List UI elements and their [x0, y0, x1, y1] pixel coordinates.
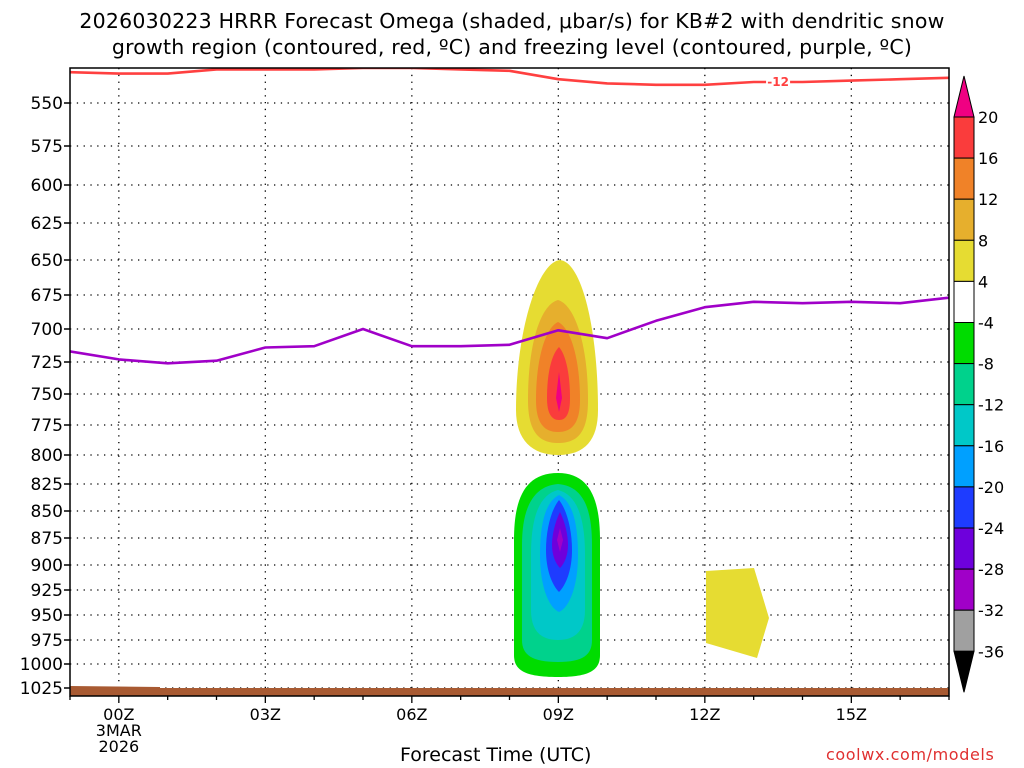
colorbar-label: 16 [978, 149, 998, 168]
contour-label: -12 [767, 75, 789, 89]
colorbar-label: -28 [978, 560, 1004, 579]
y-tick-label: 700 [31, 320, 63, 340]
surface-terrain-bump [70, 686, 160, 689]
colorbar-label: -8 [978, 355, 994, 374]
plot-frame [69, 67, 950, 697]
y-tick-label: 975 [31, 631, 63, 651]
y-tick-label: 900 [31, 556, 63, 576]
y-tick-label: 775 [31, 416, 63, 436]
colorbar-box [953, 157, 975, 200]
colorbar-label: -24 [978, 519, 1004, 538]
colorbar-label: -12 [978, 396, 1004, 415]
colorbar-label: -16 [978, 437, 1004, 456]
colorbar: -36 -32 -28 -24 -20 -16 -12 -8 -4 4 8 12 16 20 [953, 75, 1004, 693]
colorbar-label: 20 [978, 108, 998, 127]
x-tick-label: 06Z [396, 705, 427, 724]
y-tick-label: 875 [31, 529, 63, 549]
chart-title: 2026030223 HRRR Forecast Omega (shaded, … [0, 8, 1024, 60]
colorbar-box [953, 486, 975, 529]
colorbar-box [953, 609, 975, 652]
y-tick-label: 750 [31, 385, 63, 405]
title-line-2: growth region (contoured, red, ºC) and f… [111, 35, 913, 59]
y-tick-label: 825 [31, 475, 63, 495]
colorbar-box [953, 322, 975, 365]
x-tick-label: 03Z [250, 705, 281, 724]
y-tick-label: 800 [31, 446, 63, 466]
x-date-label: 2026 [98, 737, 139, 756]
x-date-label: 3MAR [96, 721, 142, 740]
colorbar-box [953, 445, 975, 488]
site-credit: coolwx.com/models [826, 745, 995, 764]
colorbar-label: 12 [978, 190, 998, 209]
y-tick-label: 650 [31, 251, 63, 271]
y-tick-label: 550 [31, 94, 63, 114]
colorbar-label: 8 [978, 231, 988, 250]
y-tick-label: 675 [31, 286, 63, 306]
y-axis: 550 575 600 625 650 675 700 725 750 775 800 825 850 8… [20, 94, 70, 699]
colorbar-label: 4 [978, 272, 988, 291]
colorbar-box [953, 198, 975, 241]
y-tick-label: 575 [31, 137, 63, 157]
colorbar-label: -32 [978, 601, 1004, 620]
colorbar-box [953, 568, 975, 611]
grid [70, 68, 949, 696]
contour-label-bg [766, 74, 791, 88]
colorbar-label: -36 [978, 642, 1004, 661]
freezing-level-contour-line [70, 296, 949, 365]
y-tick-label: 925 [31, 581, 63, 601]
colorbar-box [953, 116, 975, 159]
title-line-1: 2026030223 HRRR Forecast Omega (shaded, … [79, 9, 945, 33]
x-tick-label: 15Z [836, 705, 867, 724]
colorbar-label: -4 [978, 314, 994, 333]
x-tick-label: 00Z [103, 705, 134, 724]
y-tick-label: 1000 [20, 655, 63, 675]
colorbar-box [953, 527, 975, 570]
colorbar-box [953, 280, 975, 323]
y-tick-label: 850 [31, 502, 63, 522]
x-tick-label: 09Z [543, 705, 574, 724]
colorbar-box [953, 404, 975, 447]
snow-growth-contour-line [70, 68, 949, 87]
x-axis-label: Forecast Time (UTC) [400, 744, 592, 766]
omega-cell-weak-4 [706, 568, 769, 658]
colorbar-top-arrow [953, 75, 975, 118]
colorbar-label: -20 [978, 478, 1004, 497]
y-tick-label: 725 [31, 353, 63, 373]
colorbar-bottom-arrow [953, 650, 975, 693]
y-tick-label: 600 [31, 176, 63, 196]
y-tick-label: 1025 [20, 679, 63, 699]
omega-cell-pos-20 [556, 372, 562, 412]
surface-terrain [70, 688, 949, 696]
omega-cell-neg-28 [557, 528, 563, 552]
y-tick-label: 625 [31, 214, 63, 234]
colorbar-box [953, 363, 975, 406]
x-tick-label: 12Z [689, 705, 720, 724]
colorbar-box [953, 239, 975, 282]
y-tick-label: 950 [31, 606, 63, 626]
